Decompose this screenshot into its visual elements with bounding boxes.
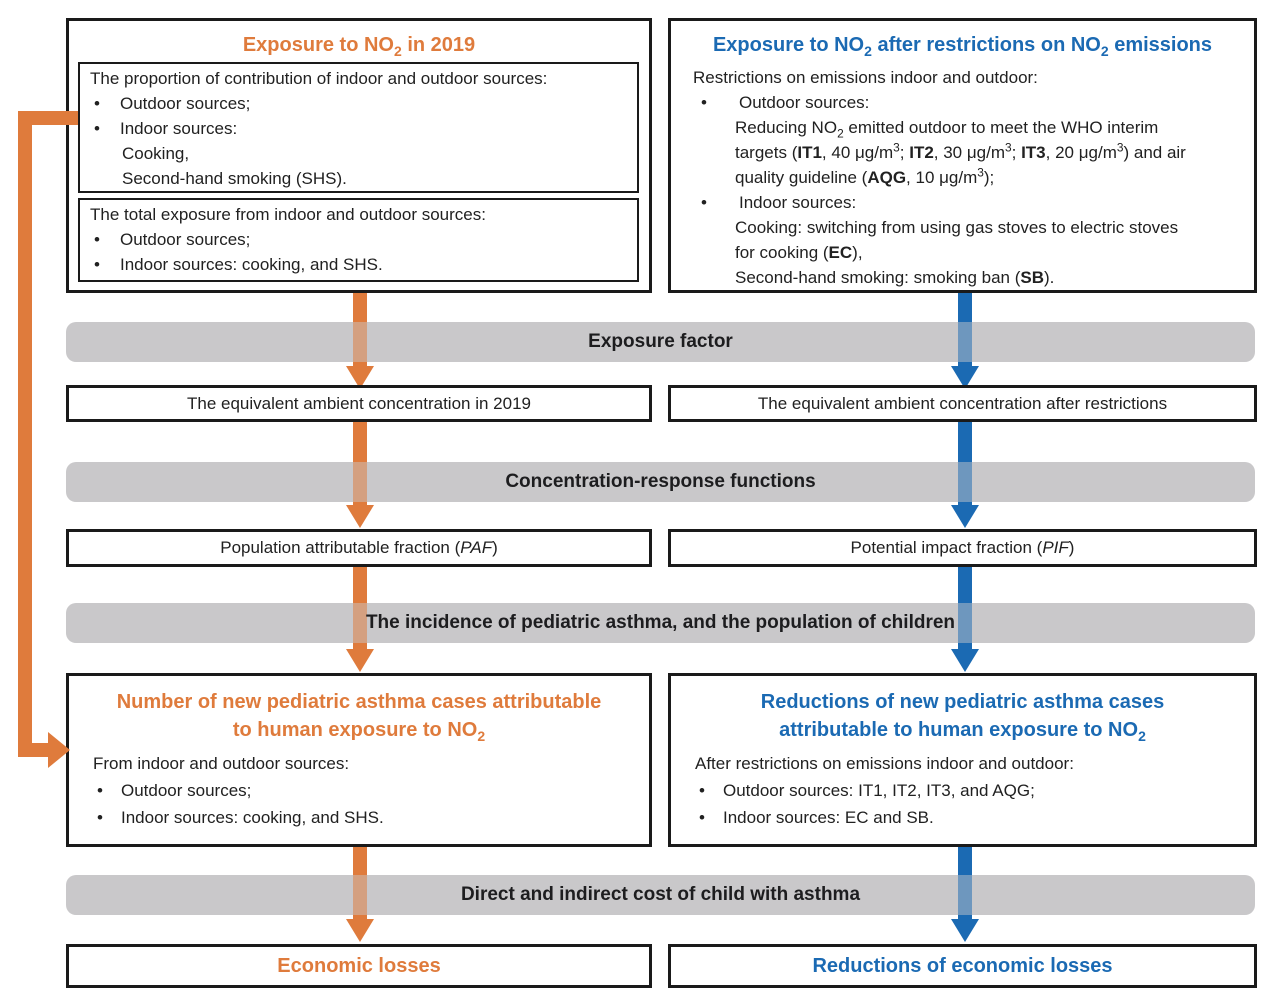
- total-exposure-intro: The total exposure from indoor and outdo…: [90, 205, 486, 224]
- blue-arrow-head-2: [951, 505, 979, 528]
- asthma-cases-box: Number of new pediatric asthma cases att…: [66, 673, 652, 847]
- loopback-arrow-path: [18, 111, 78, 757]
- blue-arrow-overlay: [958, 603, 972, 643]
- loopback-arrow: [18, 111, 78, 768]
- exposure-2019-box: Exposure to NO2 in 2019 The proportion o…: [66, 18, 652, 293]
- orange-arrow-overlay: [353, 603, 367, 643]
- list-subitem: Cooking,: [122, 144, 190, 163]
- list-item: Indoor sources: EC and SB.: [671, 804, 1254, 831]
- orange-arrow-overlay: [353, 875, 367, 915]
- incidence-population-bar: The incidence of pediatric asthma, and t…: [66, 603, 1255, 643]
- economic-losses-reductions-box: Reductions of economic losses: [668, 944, 1257, 988]
- asthma-cost-bar: Direct and indirect cost of child with a…: [66, 875, 1255, 915]
- equivalent-concentration-after-box: The equivalent ambient concentration aft…: [668, 385, 1257, 422]
- blue-arrow-overlay: [958, 875, 972, 915]
- list-item: Indoor sources: cooking, and SHS.: [80, 252, 637, 277]
- blue-arrow-head-3: [951, 649, 979, 672]
- incidence-population-label: The incidence of pediatric asthma, and t…: [365, 612, 956, 633]
- asthma-cost-label: Direct and indirect cost of child with a…: [460, 884, 861, 905]
- list-subitem: Cooking: switching from using gas stoves…: [735, 218, 1179, 262]
- proportion-intro: The proportion of contribution of indoor…: [90, 69, 548, 88]
- restrictions-intro: Restrictions on emissions indoor and out…: [693, 68, 1038, 87]
- asthma-reductions-intro: After restrictions on emissions indoor a…: [695, 754, 1074, 773]
- exposure-after-restrictions-title: Exposure to NO2 after restrictions on NO…: [712, 34, 1213, 59]
- list-subitem: Second-hand smoking (SHS).: [122, 169, 347, 188]
- exposure-factor-bar: Exposure factor: [66, 322, 1255, 362]
- pif-box: Potential impact fraction (PIF): [668, 529, 1257, 567]
- asthma-reductions-title: Reductions of new pediatric asthma cases…: [760, 691, 1165, 744]
- list-item: Outdoor sources;: [69, 777, 649, 804]
- asthma-cases-title: Number of new pediatric asthma cases att…: [116, 691, 602, 744]
- asthma-reductions-box: Reductions of new pediatric asthma cases…: [668, 673, 1257, 847]
- exposure-factor-label: Exposure factor: [588, 331, 733, 352]
- list-item: Indoor sources: cooking, and SHS.: [69, 804, 649, 831]
- blue-arrow-overlay: [958, 322, 972, 362]
- orange-arrow-overlay: [353, 322, 367, 362]
- list-subitem: Second-hand smoking: smoking ban (SB).: [735, 268, 1055, 287]
- orange-arrow-head-3: [346, 649, 374, 672]
- blue-arrow-head-4: [951, 919, 979, 942]
- list-item: Outdoor sources;: [80, 91, 637, 116]
- total-exposure-subbox: The total exposure from indoor and outdo…: [78, 198, 639, 282]
- orange-arrow-head-2: [346, 505, 374, 528]
- blue-arrow-overlay: [958, 462, 972, 502]
- exposure-2019-title: Exposure to NO2 in 2019: [242, 34, 476, 59]
- list-subitem: Reducing NO2 emitted outdoor to meet the…: [735, 118, 1186, 187]
- loopback-arrow-head: [48, 732, 70, 768]
- orange-arrow-head-4: [346, 919, 374, 942]
- list-item: Outdoor sources:: [671, 90, 1254, 115]
- equivalent-concentration-2019-box: The equivalent ambient concentration in …: [66, 385, 652, 422]
- asthma-cases-intro: From indoor and outdoor sources:: [93, 754, 350, 773]
- orange-arrow-head-1: [346, 366, 374, 389]
- list-item: Indoor sources:: [671, 190, 1254, 215]
- orange-arrow-overlay: [353, 462, 367, 502]
- economic-losses-box: Economic losses: [66, 944, 652, 988]
- list-item: Outdoor sources;: [80, 227, 637, 252]
- blue-arrow-head-1: [951, 366, 979, 389]
- paf-box: Population attributable fraction (PAF): [66, 529, 652, 567]
- exposure-after-restrictions-box: Exposure to NO2 after restrictions on NO…: [668, 18, 1257, 293]
- concentration-response-label: Concentration-response functions: [505, 471, 816, 492]
- concentration-response-bar: Concentration-response functions: [66, 462, 1255, 502]
- proportion-sources-subbox: The proportion of contribution of indoor…: [78, 62, 639, 193]
- list-item: Indoor sources:: [80, 116, 637, 141]
- list-item: Outdoor sources: IT1, IT2, IT3, and AQG;: [671, 777, 1254, 804]
